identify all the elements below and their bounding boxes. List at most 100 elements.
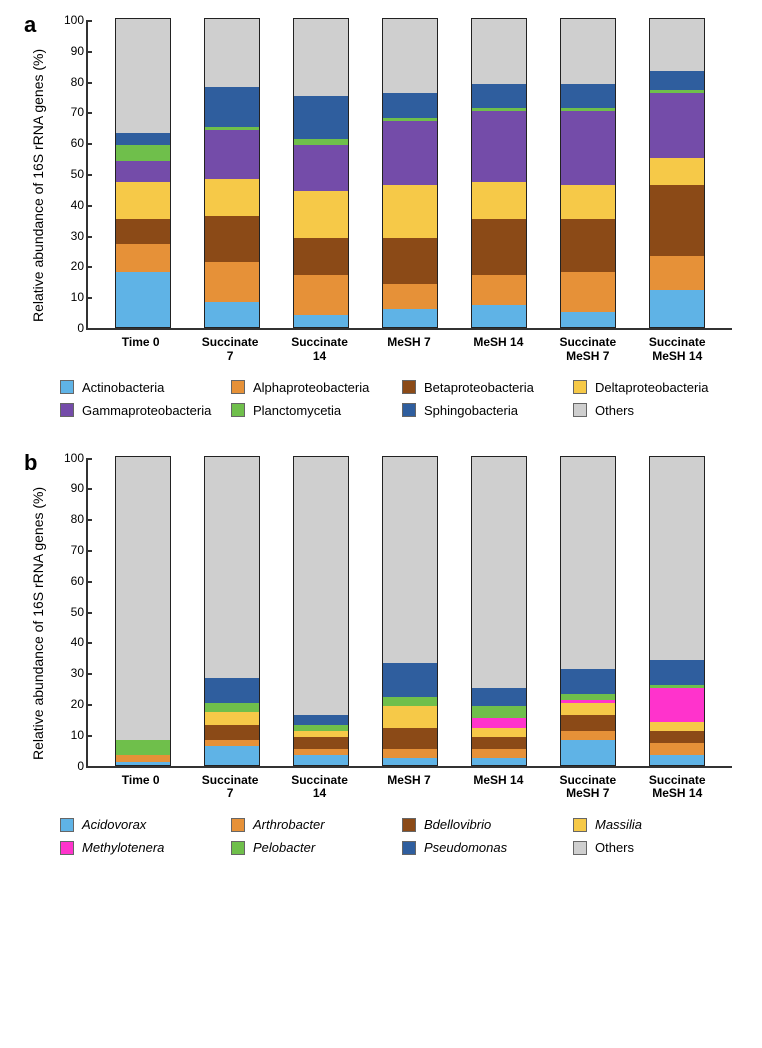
bar-segment-others [650,457,704,660]
y-axis-label: Relative abundance of 16S rRNA genes (%) [30,30,46,340]
bar-column [202,18,262,328]
x-tick-label: SuccinateMeSH 7 [558,774,618,802]
legend-swatch [402,818,416,832]
bar-segment-actinobacteria [383,309,437,327]
legend-swatch [60,818,74,832]
x-tick-label: Succinate 14 [290,774,350,802]
legend-item-bdellovibrio: Bdellovibrio [402,817,561,832]
panel-b: b Relative abundance of 16S rRNA genes (… [30,458,732,856]
bar-segment-others [205,19,259,87]
bar-segment-betaproteo [472,219,526,274]
legend-item-plancto: Planctomycetia [231,403,390,418]
bar-segment-sphingo [294,96,348,139]
stacked-bar [560,456,616,766]
legend-swatch [60,380,74,394]
y-tick: 30 [56,666,84,680]
bar-segment-pelobacter [383,697,437,706]
legend-label: Bdellovibrio [424,817,491,832]
legend-swatch [231,403,245,417]
bar-segment-pelobacter [205,703,259,712]
legend-swatch [573,818,587,832]
bar-segment-alphaproteo [116,244,170,272]
stacked-bar [115,456,171,766]
plot-b: 0102030405060708090100 [86,458,732,768]
bar-segment-alphaproteo [205,262,259,302]
y-tick: 0 [56,759,84,773]
bar-segment-others [472,457,526,688]
bar-column [113,18,173,328]
plot-a-outer: 0102030405060708090100 Time 0Succinate 7… [52,20,732,364]
y-tick: 50 [56,167,84,181]
bar-segment-bdellovibrio [472,737,526,749]
bar-segment-others [650,19,704,71]
legend-item-sphingo: Sphingobacteria [402,403,561,418]
bar-segment-methylotenera [650,688,704,722]
bar-segment-deltaproteo [561,185,615,219]
legend-label: Gammaproteobacteria [82,403,211,418]
bar-segment-gammaproteo [294,145,348,191]
bar-column [291,18,351,328]
legend-b: AcidovoraxArthrobacterBdellovibrioMassil… [60,817,732,855]
bar-segment-bdellovibrio [561,715,615,730]
x-tick-label: MeSH 14 [468,336,528,364]
bar-segment-acidovorax [205,746,259,764]
x-tick-label: Time 0 [111,336,171,364]
bar-column [380,18,440,328]
y-tick: 10 [56,290,84,304]
panel-a: a Relative abundance of 16S rRNA genes (… [30,20,732,418]
bar-segment-alphaproteo [650,256,704,290]
bar-segment-actinobacteria [650,290,704,327]
stacked-bar [204,456,260,766]
bar-segment-actinobacteria [561,312,615,327]
legend-label: Arthrobacter [253,817,325,832]
y-tick: 60 [56,136,84,150]
stacked-bar [649,456,705,766]
bar-segment-gammaproteo [472,111,526,182]
bar-segment-betaproteo [650,185,704,256]
y-tick: 40 [56,198,84,212]
x-tick-label: SuccinateMeSH 14 [647,774,707,802]
stacked-bar [293,456,349,766]
bar-segment-acidovorax [650,755,704,764]
bar-segment-massilia [383,706,437,728]
bar-segment-acidovorax [561,740,615,765]
bar-column [647,456,707,766]
legend-swatch [60,403,74,417]
legend-swatch [231,818,245,832]
legend-label: Others [595,840,634,855]
bar-segment-acidovorax [116,762,170,765]
x-labels-a: Time 0Succinate 7Succinate 14MeSH 7MeSH … [86,330,732,364]
bar-segment-gammaproteo [561,111,615,185]
legend-label: Alphaproteobacteria [253,380,369,395]
y-tick: 30 [56,229,84,243]
y-tick: 10 [56,728,84,742]
bar-column [647,18,707,328]
bar-segment-deltaproteo [116,182,170,219]
legend-swatch [402,380,416,394]
legend-item-others: Others [573,403,732,418]
bar-column [469,456,529,766]
legend-item-arthrobacter: Arthrobacter [231,817,390,832]
x-tick-label: Succinate 14 [290,336,350,364]
bar-segment-deltaproteo [650,158,704,186]
legend-label: Betaproteobacteria [424,380,534,395]
bar-segment-pseudomonas [383,663,437,697]
bar-segment-actinobacteria [294,315,348,327]
bar-segment-others [294,457,348,716]
y-tick: 100 [56,13,84,27]
bar-segment-pseudomonas [294,715,348,724]
bar-segment-plancto [116,145,170,160]
bar-column [113,456,173,766]
bar-segment-sphingo [472,84,526,109]
legend-label: Actinobacteria [82,380,164,395]
bar-column [469,18,529,328]
legend-swatch [402,403,416,417]
bar-column [291,456,351,766]
y-tick: 40 [56,635,84,649]
bar-segment-arthrobacter [383,749,437,758]
x-tick-label: Succinate 7 [200,336,260,364]
legend-swatch [573,403,587,417]
bar-segment-actinobacteria [116,272,170,327]
bar-segment-pelobacter [472,706,526,718]
legend-swatch [573,380,587,394]
